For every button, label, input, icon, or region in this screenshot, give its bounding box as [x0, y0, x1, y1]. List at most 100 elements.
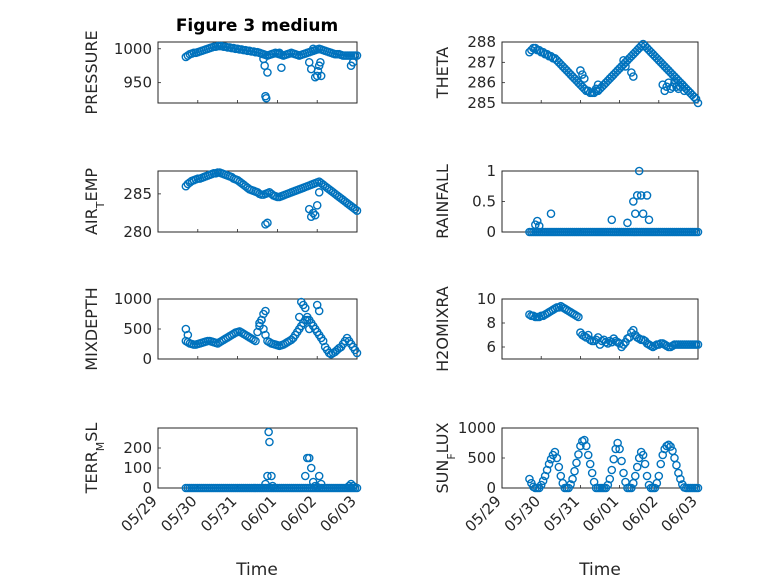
data-point [300, 471, 310, 481]
data-point [574, 312, 583, 322]
data-point [576, 66, 585, 75]
data-point [632, 191, 642, 200]
y-tick-label: 285 [123, 185, 152, 203]
y-tick-label: 200 [123, 439, 152, 457]
x-tick-label: 05/30 [157, 492, 200, 535]
x-tick-label: 05/29 [118, 492, 161, 535]
data-point [672, 82, 681, 92]
data-point [576, 441, 585, 451]
x-axis-label: Time [235, 560, 278, 580]
data-point [593, 80, 603, 89]
y-axis-label: MIXDEPTH [82, 287, 101, 370]
data-point [261, 93, 271, 103]
data-point [263, 471, 272, 481]
y-axis-label: TERRMSL [82, 423, 107, 495]
data-point [346, 479, 356, 489]
subplot-rainfall: 0 0.5 1 RAINFALL [433, 162, 703, 241]
x-tick-label: 06/01 [237, 492, 280, 535]
data-point [636, 191, 646, 200]
x-tick-label: 06/03 [658, 492, 701, 535]
data-point [666, 442, 675, 451]
data-point [650, 483, 660, 493]
x-tick-label: 05/31 [540, 492, 583, 535]
data-point [316, 479, 326, 489]
data-point [261, 306, 270, 316]
y-tick-label: 0 [142, 479, 152, 497]
data-point [350, 204, 360, 214]
y-tick-label: 1 [486, 162, 496, 180]
data-point [544, 459, 554, 469]
series-points [181, 168, 362, 229]
data-point [352, 51, 362, 60]
data-point [603, 339, 613, 348]
data-point [660, 86, 669, 96]
data-point [621, 62, 630, 71]
data-point [251, 336, 260, 346]
series-points [525, 166, 703, 237]
data-point [314, 471, 324, 481]
data-point [605, 474, 615, 484]
data-point [693, 227, 703, 237]
data-point [352, 348, 362, 358]
y-axis-label: H2OMIXRA [433, 286, 452, 372]
y-tick-label: 0 [486, 223, 496, 241]
x-tick-label: 05/30 [501, 492, 544, 535]
y-tick-label: 0 [142, 350, 152, 368]
x-tick-label: 06/02 [618, 492, 661, 535]
data-point [619, 340, 628, 349]
data-point [534, 221, 544, 231]
data-point [629, 72, 638, 81]
data-point [532, 216, 542, 226]
data-point [578, 70, 587, 79]
y-tick-label: 287 [467, 53, 496, 71]
data-point [630, 471, 640, 481]
data-point [304, 324, 314, 334]
y-tick-label: 0 [486, 479, 496, 497]
x-tick-label: 05/31 [197, 492, 240, 535]
data-point [352, 206, 362, 215]
data-point [693, 483, 703, 493]
x-axis-label: Time [578, 560, 621, 580]
data-point [314, 188, 324, 197]
data-point [525, 474, 534, 484]
data-point [585, 459, 595, 469]
data-point [693, 340, 703, 349]
y-axis-label: SUNFLUX [433, 422, 458, 493]
data-point [634, 166, 644, 176]
data-point [308, 44, 318, 54]
y-axis-label: AIRTEMP [82, 168, 107, 235]
x-tick-label: 06/03 [317, 492, 360, 535]
y-tick-label: 950 [123, 74, 152, 92]
data-point [691, 94, 701, 104]
data-point [261, 220, 270, 229]
data-point [642, 471, 652, 481]
data-point [670, 78, 679, 87]
data-point [640, 459, 650, 469]
data-point [623, 218, 632, 228]
data-point [607, 215, 617, 225]
y-tick-label: 285 [467, 94, 496, 112]
y-tick-label: 1000 [458, 419, 496, 437]
data-point [583, 450, 593, 460]
series-points [181, 297, 362, 359]
data-point [615, 444, 624, 454]
data-point [583, 330, 593, 340]
y-tick-label: 1000 [114, 290, 152, 308]
data-point [554, 462, 564, 472]
data-point [654, 471, 664, 481]
data-point [275, 48, 284, 58]
data-point [277, 63, 286, 73]
data-point [591, 84, 601, 94]
data-point [619, 468, 628, 478]
data-point [629, 197, 638, 206]
data-point [689, 92, 699, 102]
data-point [310, 210, 320, 220]
y-tick-label: 10 [477, 290, 496, 308]
series-points [525, 435, 703, 493]
y-tick-label: 286 [467, 74, 496, 92]
series-points [525, 301, 703, 352]
data-point [580, 74, 589, 83]
data-point [302, 315, 312, 325]
